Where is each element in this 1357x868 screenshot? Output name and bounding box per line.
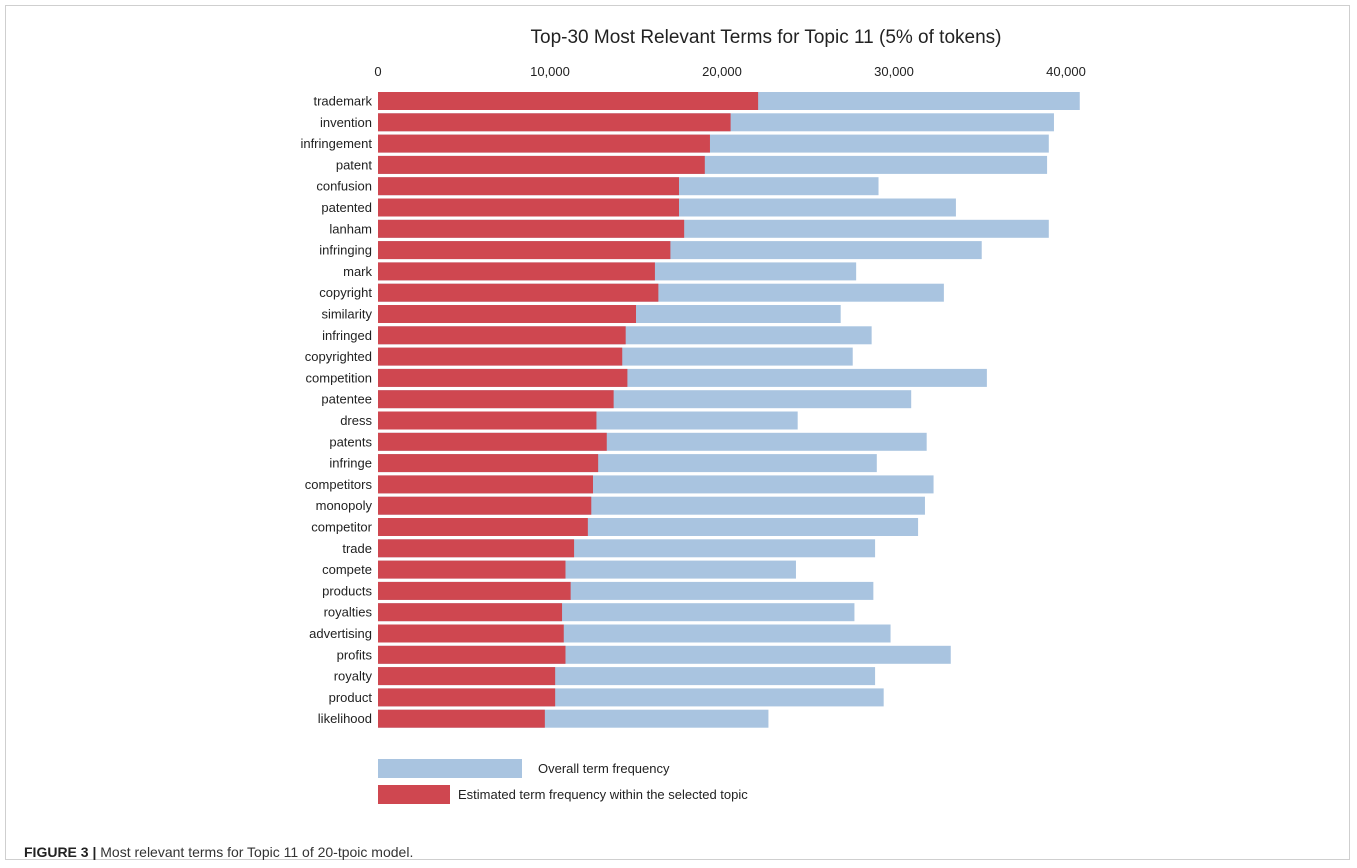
bar-topic-competitor bbox=[378, 518, 588, 536]
bar-topic-competitors bbox=[378, 475, 593, 494]
bar-topic-copyright bbox=[378, 283, 659, 302]
bar-topic-patentee bbox=[378, 390, 614, 409]
term-label-dress: dress bbox=[340, 413, 372, 428]
term-label-profits: profits bbox=[337, 647, 373, 662]
term-labels: trademarkinventioninfringementpatentconf… bbox=[300, 94, 372, 727]
term-label-product: product bbox=[329, 690, 373, 705]
x-tick-label: 30,000 bbox=[874, 64, 914, 79]
bar-topic-confusion bbox=[378, 177, 679, 196]
bar-topic-infringement bbox=[378, 134, 710, 153]
chart-title: Top-30 Most Relevant Terms for Topic 11 … bbox=[531, 27, 1002, 48]
bar-topic-product bbox=[378, 688, 556, 707]
bar-topic-products bbox=[378, 581, 571, 600]
x-tick-label: 10,000 bbox=[530, 64, 570, 79]
bar-topic-dress bbox=[378, 411, 597, 430]
bar-topic-profits bbox=[378, 645, 566, 664]
term-label-copyright: copyright bbox=[319, 285, 372, 300]
term-label-products: products bbox=[322, 583, 372, 598]
term-label-infringe: infringe bbox=[329, 456, 372, 471]
bar-topic-monopoly bbox=[378, 496, 592, 515]
term-label-invention: invention bbox=[320, 115, 372, 130]
term-label-mark: mark bbox=[343, 264, 372, 279]
term-label-infringed: infringed bbox=[322, 328, 372, 343]
x-axis-ticks: 0 10,000 20,000 30,000 40,000 bbox=[374, 64, 1086, 79]
term-label-trademark: trademark bbox=[313, 94, 372, 109]
bar-topic-trademark bbox=[378, 92, 759, 110]
term-label-monopoly: monopoly bbox=[316, 498, 373, 513]
bar-topic-patent bbox=[378, 155, 705, 174]
legend-label-topic: Estimated term frequency within the sele… bbox=[458, 787, 748, 802]
bar-topic-mark bbox=[378, 262, 655, 281]
bar-topic-similarity bbox=[378, 305, 636, 323]
figure-caption: FIGURE 3 | Most relevant terms for Topic… bbox=[24, 844, 413, 860]
legend: Overall term frequency Estimated term fr… bbox=[378, 759, 748, 804]
term-label-likelihood: likelihood bbox=[318, 711, 372, 726]
x-tick-label: 20,000 bbox=[702, 64, 742, 79]
figure-frame: Top-30 Most Relevant Terms for Topic 11 … bbox=[5, 5, 1350, 860]
bar-topic-royalty bbox=[378, 667, 556, 686]
bar-topic-infringe bbox=[378, 454, 599, 473]
legend-swatch-topic bbox=[378, 785, 450, 804]
bar-topic-patents bbox=[378, 432, 607, 451]
figure-number: FIGURE 3 | bbox=[24, 844, 97, 860]
bar-topic-patented bbox=[378, 198, 679, 217]
bar-topic-lanham bbox=[378, 219, 685, 238]
term-label-similarity: similarity bbox=[321, 307, 372, 322]
term-label-competitors: competitors bbox=[305, 477, 373, 492]
bar-topic-infringing bbox=[378, 241, 671, 260]
term-label-copyrighted: copyrighted bbox=[305, 349, 372, 364]
term-label-advertising: advertising bbox=[309, 626, 372, 641]
legend-label-overall: Overall term frequency bbox=[538, 761, 670, 776]
caption-text: Most relevant terms for Topic 11 of 20-t… bbox=[96, 844, 414, 860]
term-label-compete: compete bbox=[322, 562, 372, 577]
term-label-competition: competition bbox=[306, 370, 372, 385]
term-label-patent: patent bbox=[336, 157, 373, 172]
term-label-trade: trade bbox=[342, 541, 372, 556]
term-label-lanham: lanham bbox=[329, 221, 372, 236]
term-label-infringing: infringing bbox=[319, 243, 372, 258]
x-tick-label: 40,000 bbox=[1046, 64, 1086, 79]
x-tick-label: 0 bbox=[374, 64, 381, 79]
bar-chart: Top-30 Most Relevant Terms for Topic 11 … bbox=[300, 27, 1086, 804]
term-label-competitor: competitor bbox=[311, 520, 372, 535]
bar-topic-likelihood bbox=[378, 709, 545, 728]
bar-topic-compete bbox=[378, 560, 566, 579]
bar-topic-competition bbox=[378, 368, 628, 387]
bar-topic-copyrighted bbox=[378, 347, 623, 366]
term-label-royalty: royalty bbox=[334, 669, 373, 684]
bar-topic-invention bbox=[378, 113, 731, 132]
term-label-royalties: royalties bbox=[324, 605, 373, 620]
term-label-confusion: confusion bbox=[316, 179, 372, 194]
term-label-patentee: patentee bbox=[321, 392, 372, 407]
term-label-patented: patented bbox=[321, 200, 372, 215]
legend-swatch-overall bbox=[378, 759, 522, 778]
topic-frequency-bars bbox=[378, 92, 759, 728]
bar-topic-advertising bbox=[378, 624, 564, 643]
term-label-patents: patents bbox=[329, 434, 372, 449]
term-label-infringement: infringement bbox=[300, 136, 372, 151]
bar-topic-infringed bbox=[378, 326, 626, 345]
bar-topic-royalties bbox=[378, 603, 563, 622]
bar-topic-trade bbox=[378, 539, 575, 558]
